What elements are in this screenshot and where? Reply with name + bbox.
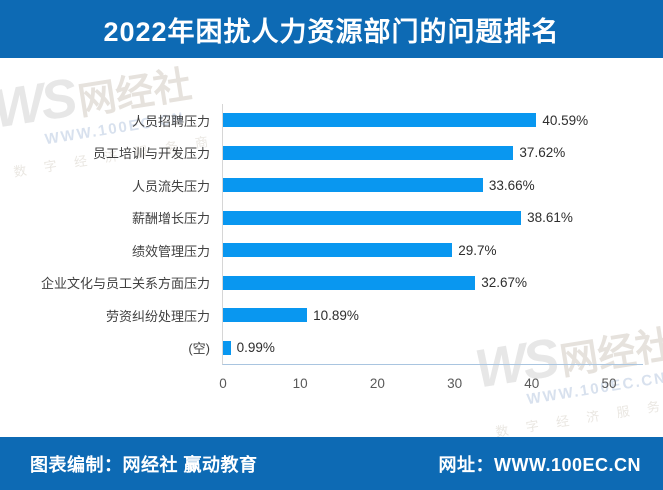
value-label: 0.99%: [236, 340, 275, 356]
x-axis: 0 10 20 30 40 50: [219, 376, 643, 396]
bar-row: 0.99%: [223, 332, 643, 365]
value-label: 38.61%: [527, 210, 573, 226]
plot-area: 40.59% 37.62% 33.66% 38.61% 29.7% 32.67% 10.89…: [222, 104, 643, 365]
value-label: 33.66%: [488, 177, 535, 193]
category-labels: 人员招聘压力员工培训与开发压力人员流失压力 薪酬增长压力 绩效管理压力企业文化与员工…: [0, 104, 222, 365]
bar-row: 37.62%: [223, 137, 643, 170]
category-label: 企业文化与员工关系方面压力: [40, 276, 210, 292]
footer-website: 网址：WWW.100EC.CN: [438, 454, 641, 475]
category-label: 劳资纠纷处理压力: [105, 308, 210, 324]
footer-bar: 图表编制：网经社 赢动教育 网址：WWW.100EC.CN: [0, 437, 663, 490]
bar-chart: 人员招聘压力员工培训与开发压力人员流失压力 薪酬增长压力 绩效管理压力企业文化与员工…: [0, 104, 643, 365]
watermark-tagline: 数 字 经 济 服 务 商: [494, 393, 663, 437]
bar: [223, 178, 483, 193]
x-tick-label: 50: [601, 376, 617, 391]
value-label: 40.59%: [542, 112, 589, 128]
bar-row: 38.61%: [223, 202, 643, 235]
bar: [223, 243, 453, 258]
value-label: 10.89%: [313, 307, 359, 323]
x-tick-label: 30: [447, 376, 463, 391]
x-tick-label: 20: [369, 376, 385, 391]
x-tick-label: 40: [524, 376, 540, 391]
category-label: 薪酬增长压力: [131, 211, 210, 227]
bar-row: 33.66%: [223, 169, 643, 202]
value-label: 32.67%: [481, 275, 527, 291]
value-label: 29.7%: [458, 242, 497, 258]
bar: [223, 145, 514, 160]
category-label: 人员流失压力: [131, 178, 210, 194]
category-label: 人员招聘压力: [131, 113, 210, 129]
bar: [223, 340, 231, 355]
bar: [223, 275, 476, 290]
bar-row: 32.67%: [223, 267, 643, 300]
bar: [223, 308, 308, 323]
bar-row: 10.89%: [223, 299, 643, 332]
chart-area: WS网经社 WWW.100EC.CN 数 字 经 济 服 务 商 WS网经社 W…: [0, 58, 663, 437]
bar-row: 29.7%: [223, 234, 643, 267]
x-tick-label: 10: [292, 376, 308, 391]
bar-row: 40.59%: [223, 104, 643, 137]
footer-credit: 图表编制：网经社 赢动教育: [30, 454, 258, 475]
value-label: 37.62%: [519, 145, 566, 161]
bar: [223, 113, 537, 128]
page-title: 2022年困扰人力资源部门的问题排名: [103, 16, 560, 47]
bar: [223, 210, 522, 225]
category-label: 绩效管理压力: [131, 243, 210, 259]
x-tick-label: 0: [219, 376, 227, 391]
title-banner: 2022年困扰人力资源部门的问题排名: [0, 0, 663, 58]
category-label: (空): [188, 341, 210, 357]
category-label: 员工培训与开发压力: [92, 146, 210, 162]
